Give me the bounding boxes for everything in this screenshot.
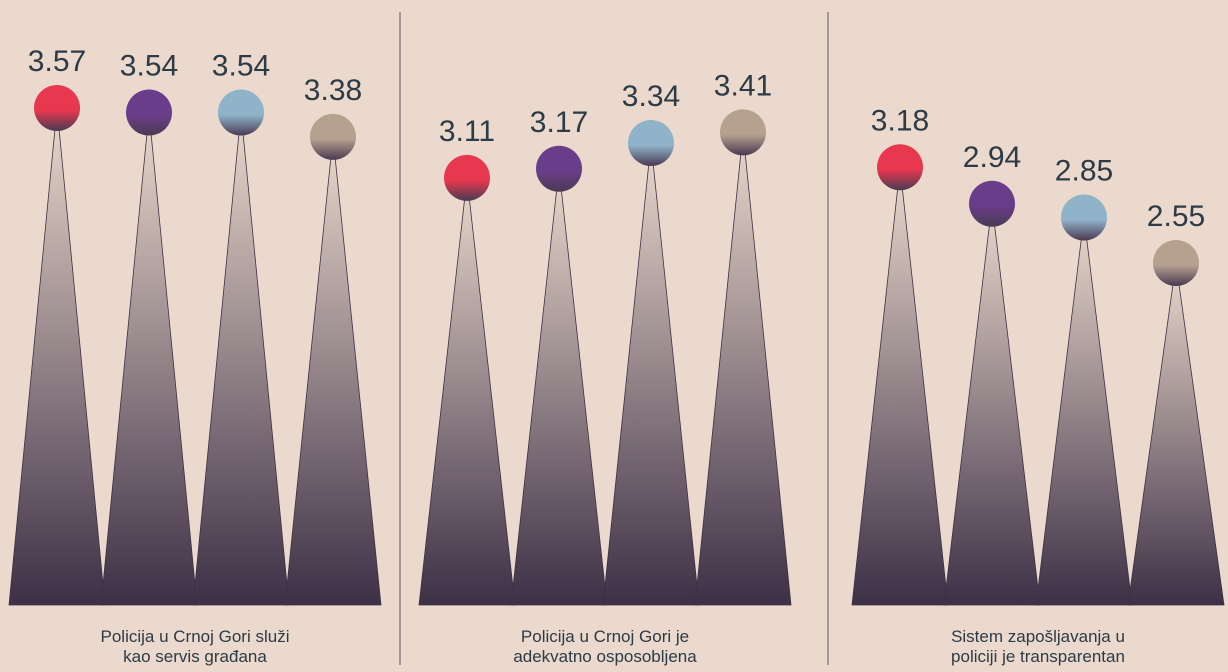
- value-label: 3.18: [871, 104, 929, 137]
- category-label: kao servis građana: [123, 647, 267, 666]
- category-label: Sistem zapošljavanja u: [951, 627, 1125, 646]
- ball-marker: [34, 85, 80, 131]
- ball-marker: [720, 109, 766, 156]
- category-label: policiji je transparentan: [951, 647, 1125, 666]
- cone-bar: [100, 112, 198, 606]
- cone-bar: [192, 112, 290, 606]
- cone-bar: [602, 142, 700, 606]
- ball-marker: [628, 119, 674, 166]
- value-label: 3.41: [714, 69, 772, 102]
- ball-marker: [1153, 240, 1199, 287]
- cone-bar: [284, 136, 382, 606]
- value-label: 3.34: [622, 80, 680, 113]
- ball-marker: [218, 89, 264, 136]
- ball-marker: [444, 154, 490, 201]
- ball-marker: [877, 144, 923, 191]
- cone-bar: [1035, 217, 1133, 606]
- value-label: 3.54: [212, 50, 270, 83]
- ball-marker: [1061, 194, 1107, 241]
- ball-marker: [536, 145, 582, 192]
- category-label: Policija u Crnoj Gori je: [521, 627, 689, 646]
- cone-bar: [694, 132, 792, 606]
- value-label: 2.85: [1055, 154, 1113, 187]
- value-label: 3.17: [530, 106, 588, 139]
- category-label: Policija u Crnoj Gori služi: [101, 627, 290, 646]
- cone-bar: [851, 167, 949, 606]
- ball-marker: [310, 113, 356, 160]
- ball-marker: [126, 89, 172, 136]
- cone-bar: [510, 168, 608, 606]
- value-label: 3.38: [304, 74, 362, 107]
- value-label: 3.57: [28, 45, 86, 78]
- value-label: 3.54: [120, 50, 178, 83]
- cone-bar: [1127, 262, 1225, 606]
- cone-bar: [943, 203, 1041, 606]
- cone-bar: [418, 177, 516, 606]
- category-label: adekvatno osposobljena: [513, 647, 697, 666]
- ball-marker: [969, 180, 1015, 227]
- value-label: 2.55: [1147, 200, 1205, 233]
- value-label: 2.94: [963, 141, 1021, 174]
- cone-bar: [8, 107, 106, 606]
- value-label: 3.11: [439, 115, 495, 148]
